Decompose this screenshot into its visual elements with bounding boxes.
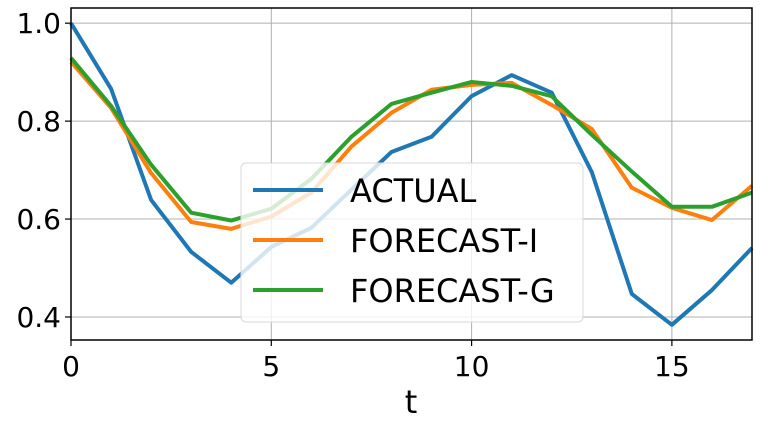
legend-label: FORECAST-G xyxy=(350,272,555,310)
series-line-actual xyxy=(69,22,754,327)
plot-frame xyxy=(70,7,753,341)
series-line-forecast-g xyxy=(69,56,753,223)
legend-label: ACTUAL xyxy=(350,172,477,210)
series-line-forecast-i xyxy=(69,60,754,231)
legend: ACTUAL FORECAST-I FORECAST-G xyxy=(240,162,584,323)
y-tick-label: 0.8 xyxy=(16,105,61,138)
x-tick-label: 5 xyxy=(262,350,280,383)
y-tick-label: 1.0 xyxy=(16,7,61,40)
legend-label: FORECAST-I xyxy=(350,222,538,260)
x-tick-label: 10 xyxy=(454,350,490,383)
x-tick-label: 15 xyxy=(654,350,690,383)
tick-labels: 0 5 10 15 0.4 0.6 0.8 1.0 xyxy=(16,7,689,383)
x-tick-label: 0 xyxy=(62,350,80,383)
y-tick-label: 0.6 xyxy=(16,203,61,236)
x-axis-label: t xyxy=(405,383,418,421)
y-tick-label: 0.4 xyxy=(16,301,61,334)
legend-box xyxy=(240,162,584,323)
series-lines xyxy=(69,22,754,327)
